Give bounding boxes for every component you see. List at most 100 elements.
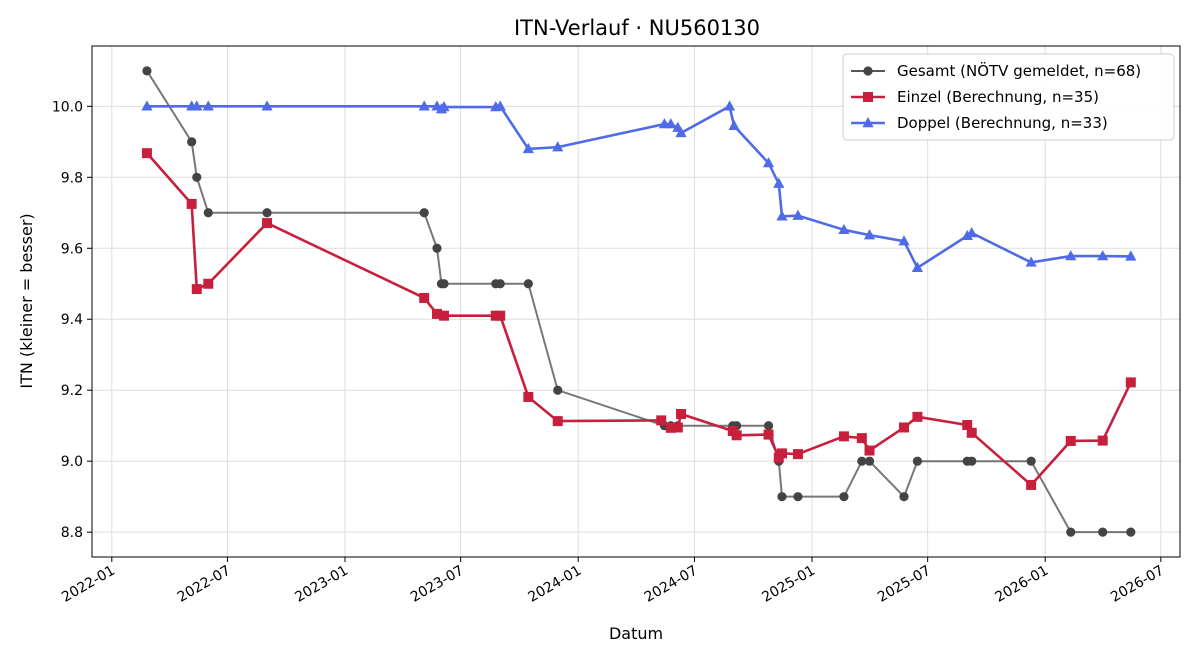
data-point xyxy=(912,456,923,466)
data-point xyxy=(439,310,450,321)
data-point xyxy=(187,137,197,147)
data-point xyxy=(676,408,687,419)
data-point xyxy=(202,100,214,111)
data-point xyxy=(864,445,875,456)
data-point xyxy=(763,421,774,431)
data-point xyxy=(523,279,533,289)
y-axis-label: ITN (kleiner = besser) xyxy=(17,213,36,388)
plot-frame xyxy=(91,45,1181,558)
legend-label: Einzel (Berechnung, n=35) xyxy=(897,88,1099,106)
legend-swatch-marker xyxy=(862,117,874,128)
data-point xyxy=(142,66,152,76)
data-point xyxy=(495,279,505,289)
x-tick-label: 2026-01 xyxy=(993,563,1052,606)
data-point xyxy=(792,449,803,460)
data-point xyxy=(262,218,273,229)
x-tick-label: 2024-01 xyxy=(526,563,585,606)
data-point xyxy=(1066,527,1076,537)
data-point xyxy=(552,141,564,152)
data-point xyxy=(522,142,534,154)
data-point xyxy=(1097,435,1108,446)
legend-label: Doppel (Berechnung, n=33) xyxy=(897,114,1108,132)
data-point xyxy=(523,391,534,402)
x-tick-label: 2023-01 xyxy=(292,563,351,606)
data-point xyxy=(203,278,214,289)
data-point xyxy=(776,210,788,221)
y-tick-label: 9.4 xyxy=(61,312,83,328)
data-point xyxy=(261,100,273,111)
data-point xyxy=(672,422,683,433)
x-axis-label: Datum xyxy=(609,624,663,643)
x-tick-label: 2025-07 xyxy=(875,563,934,606)
data-point xyxy=(432,243,442,253)
data-point xyxy=(1097,250,1109,261)
y-tick-label: 8.8 xyxy=(61,525,83,541)
data-point xyxy=(898,235,910,246)
data-point xyxy=(911,261,924,272)
data-point xyxy=(838,431,849,442)
data-point xyxy=(1065,435,1076,446)
data-point xyxy=(495,310,506,321)
y-tick-label: 9.8 xyxy=(61,170,83,186)
data-point xyxy=(967,456,977,466)
data-point xyxy=(912,411,923,422)
data-point xyxy=(192,172,202,182)
data-point xyxy=(864,456,875,466)
data-point xyxy=(776,448,787,459)
chart-title: ITN-Verlauf · NU560130 xyxy=(514,16,760,40)
grid-layer xyxy=(92,46,1180,557)
x-tick-label: 2024-07 xyxy=(642,563,701,606)
data-point xyxy=(838,223,850,235)
data-point xyxy=(856,433,867,444)
data-point xyxy=(839,492,849,502)
series-3 xyxy=(141,100,1137,272)
data-point xyxy=(793,492,803,502)
y-tick-label: 9.2 xyxy=(61,383,83,399)
data-point xyxy=(1025,256,1037,267)
data-point xyxy=(419,208,429,218)
data-point xyxy=(728,119,740,131)
y-tick-label: 9.6 xyxy=(61,241,83,257)
x-tick-label: 2023-07 xyxy=(408,563,467,606)
x-tick-label: 2026-07 xyxy=(1108,563,1167,606)
data-point xyxy=(418,100,430,111)
data-point xyxy=(1098,527,1108,537)
data-point xyxy=(1065,250,1077,261)
data-point xyxy=(203,208,213,218)
data-point xyxy=(553,385,563,395)
data-point xyxy=(141,100,153,111)
data-point xyxy=(186,198,197,209)
data-point xyxy=(675,126,687,138)
data-point xyxy=(191,100,203,111)
series-2 xyxy=(141,148,1136,490)
legend-swatch-marker xyxy=(863,92,873,102)
data-point xyxy=(899,492,909,502)
data-point xyxy=(773,177,785,188)
y-tick-label: 9.0 xyxy=(61,454,83,470)
legend: Gesamt (NÖTV gemeldet, n=68) Einzel (Bere… xyxy=(842,53,1175,141)
data-point xyxy=(1126,527,1136,537)
legend-label: Gesamt (NÖTV gemeldet, n=68) xyxy=(897,61,1141,80)
data-point xyxy=(763,429,774,440)
data-point xyxy=(419,292,430,303)
data-point xyxy=(863,229,876,240)
data-point xyxy=(191,284,202,295)
series-layer xyxy=(141,66,1137,537)
y-tick-label: 10.0 xyxy=(52,99,83,115)
data-point xyxy=(431,308,442,319)
data-point xyxy=(141,148,152,159)
data-point xyxy=(723,100,736,111)
data-point xyxy=(857,456,867,466)
data-point xyxy=(962,419,973,430)
data-point xyxy=(262,208,272,218)
data-point xyxy=(1026,479,1037,490)
legend-swatch-marker xyxy=(863,66,873,76)
data-point xyxy=(1125,377,1136,388)
data-point xyxy=(439,279,449,289)
data-point xyxy=(656,415,667,426)
data-point xyxy=(762,157,775,168)
data-point xyxy=(494,100,506,111)
data-point xyxy=(731,430,742,441)
legend-box xyxy=(842,53,1175,141)
